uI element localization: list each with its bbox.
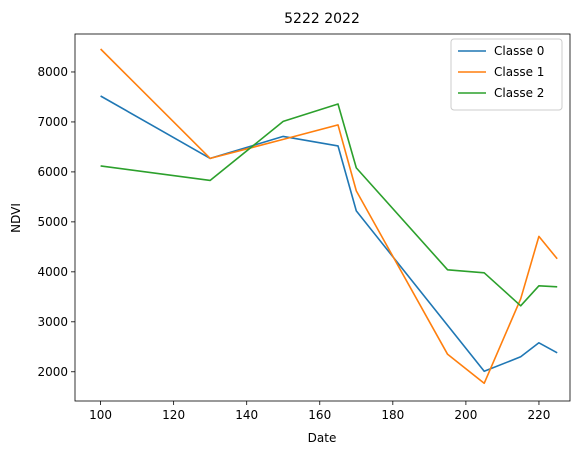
x-tick-label: 180 [381,408,404,422]
x-tick-label: 200 [454,408,477,422]
x-tick-label: 120 [162,408,185,422]
series-line-1 [100,48,558,385]
x-tick-label: 160 [308,408,331,422]
x-axis-label: Date [308,431,337,445]
y-tick-label: 3000 [37,315,68,329]
legend-label-0: Classe 0 [494,44,544,58]
legend-label-1: Classe 1 [494,65,544,79]
y-tick-label: 7000 [37,115,68,129]
legend: Classe 0 Classe 1 Classe 2 [450,38,563,111]
chart-title: 5222 2022 [284,11,360,27]
y-axis-label: NDVI [9,203,23,233]
series-line-2 [100,103,558,307]
y-tick-label: 5000 [37,215,68,229]
axes-frame [74,33,571,402]
series-line-0 [100,95,558,373]
y-tick-label: 6000 [37,165,68,179]
x-tick-label: 220 [527,408,550,422]
x-tick-label: 100 [89,408,112,422]
x-tick-label: 140 [235,408,258,422]
y-tick-label: 8000 [37,65,68,79]
plot-area: 100 120 140 160 180 200 220 2000 3000 4000 5000 600… [37,33,571,422]
y-tick-label: 2000 [37,365,68,379]
y-tick-label: 4000 [37,265,68,279]
legend-label-2: Classe 2 [494,86,544,100]
